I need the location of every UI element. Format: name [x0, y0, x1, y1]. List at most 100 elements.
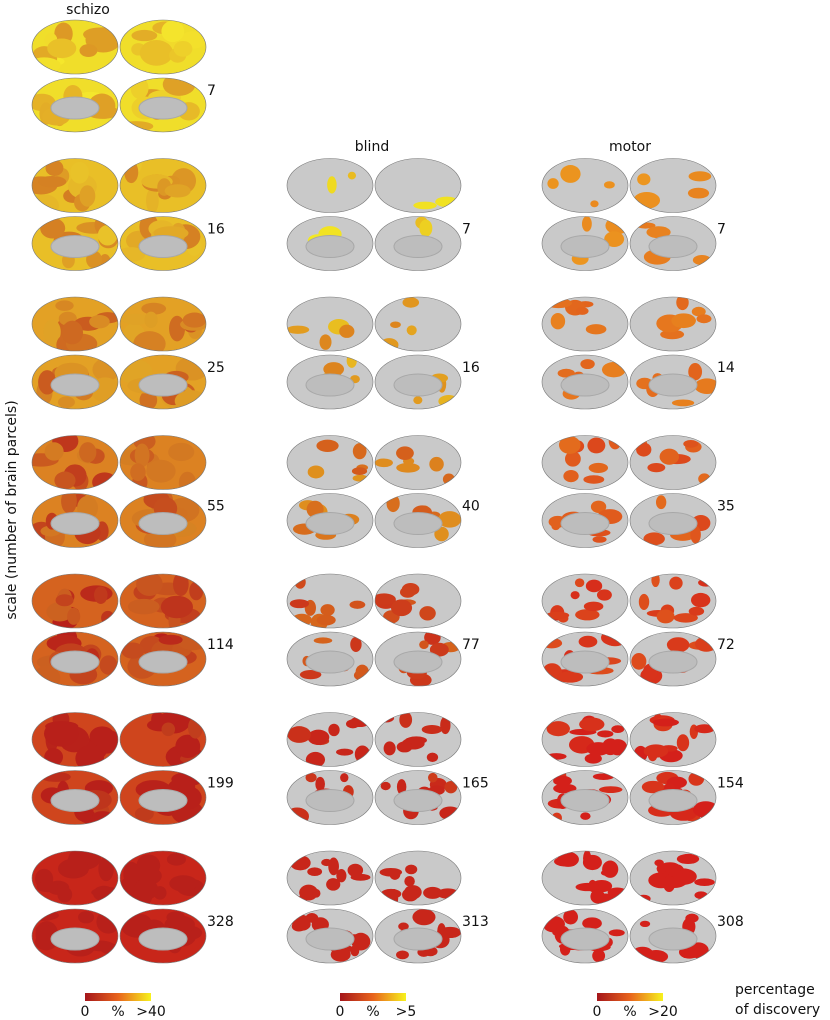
patch: [399, 586, 416, 598]
patch: [419, 640, 429, 649]
medial-wall: [138, 373, 188, 397]
patch: [688, 363, 703, 381]
patch: [647, 463, 666, 473]
outline: [31, 216, 119, 271]
patch: [588, 462, 609, 473]
medial-wall: [50, 512, 100, 535]
patch: [438, 511, 461, 528]
patch: [139, 40, 174, 66]
patch: [602, 860, 619, 878]
outline: [31, 573, 119, 629]
patch: [426, 752, 439, 762]
scale-label: 35: [717, 499, 735, 515]
hemisphere: [287, 909, 373, 963]
colorbar-unit: %: [366, 1004, 379, 1020]
patch: [32, 194, 59, 213]
column-title: motor: [609, 139, 651, 155]
patch: [45, 159, 64, 177]
patch: [592, 773, 615, 780]
patch: [578, 635, 598, 648]
patch: [317, 731, 327, 739]
patch: [79, 44, 98, 58]
patch: [380, 781, 391, 791]
hemisphere: [630, 435, 716, 490]
patch: [666, 637, 690, 653]
patch: [78, 911, 95, 924]
patch: [57, 886, 73, 903]
medial-wall: [393, 235, 443, 258]
hemisphere: [32, 158, 118, 213]
patch: [683, 439, 699, 448]
patch: [575, 882, 600, 892]
patch: [696, 314, 712, 324]
medial-wall: [138, 96, 188, 120]
hemisphere: [32, 851, 118, 905]
patch: [641, 780, 665, 794]
scale-label: 308: [717, 914, 744, 930]
patch: [655, 495, 667, 510]
patch: [141, 302, 167, 315]
medial-wall: [648, 927, 698, 951]
outline: [541, 908, 629, 964]
patch: [175, 734, 201, 758]
outline: [374, 573, 462, 629]
medial-wall: [305, 512, 355, 535]
patch: [581, 216, 592, 232]
outline: [374, 850, 462, 906]
y-axis-label: scale (number of brain parcels): [4, 400, 20, 619]
patch: [608, 929, 625, 937]
patch: [601, 362, 626, 378]
outline: [286, 354, 374, 410]
scale-label: 7: [207, 83, 216, 99]
patch: [695, 636, 716, 652]
patch: [637, 173, 651, 186]
patch: [429, 642, 449, 657]
hemisphere: [630, 493, 716, 548]
hemisphere: [630, 712, 716, 767]
patch: [643, 532, 665, 546]
patch: [575, 609, 600, 621]
patch: [688, 772, 705, 786]
patch: [188, 716, 203, 739]
patch: [161, 20, 185, 43]
patch: [67, 607, 81, 625]
patch: [307, 465, 325, 479]
patch: [38, 175, 67, 188]
patch: [546, 753, 567, 760]
patch: [45, 721, 79, 732]
hemisphere: [542, 712, 628, 767]
medial-wall: [560, 512, 610, 535]
medial-wall: [138, 927, 188, 951]
patch: [547, 178, 559, 189]
hemisphere: [375, 712, 461, 767]
outline: [629, 573, 717, 629]
colorbar: [340, 993, 406, 1001]
outline: [286, 631, 374, 687]
patch: [168, 442, 195, 462]
patch: [583, 475, 605, 484]
hemisphere: [287, 574, 373, 628]
medial-wall: [648, 373, 698, 397]
patch: [590, 200, 599, 208]
medial-wall: [138, 512, 188, 535]
outline: [31, 19, 119, 75]
patch: [315, 776, 325, 792]
patch: [328, 723, 340, 737]
hemisphere: [120, 493, 206, 548]
patch: [134, 878, 158, 901]
patch: [611, 725, 625, 734]
patch: [389, 869, 401, 880]
hemisphere: [287, 632, 373, 686]
outline: [31, 631, 119, 687]
patch: [99, 655, 118, 675]
outline: [629, 631, 717, 687]
outline: [374, 435, 462, 490]
patch: [671, 399, 695, 407]
patch: [587, 437, 606, 454]
patch: [558, 436, 581, 454]
patch: [557, 851, 579, 867]
patch: [604, 231, 625, 247]
patch: [130, 463, 146, 481]
colorbar-min: 0: [593, 1004, 602, 1020]
outline: [374, 493, 462, 548]
